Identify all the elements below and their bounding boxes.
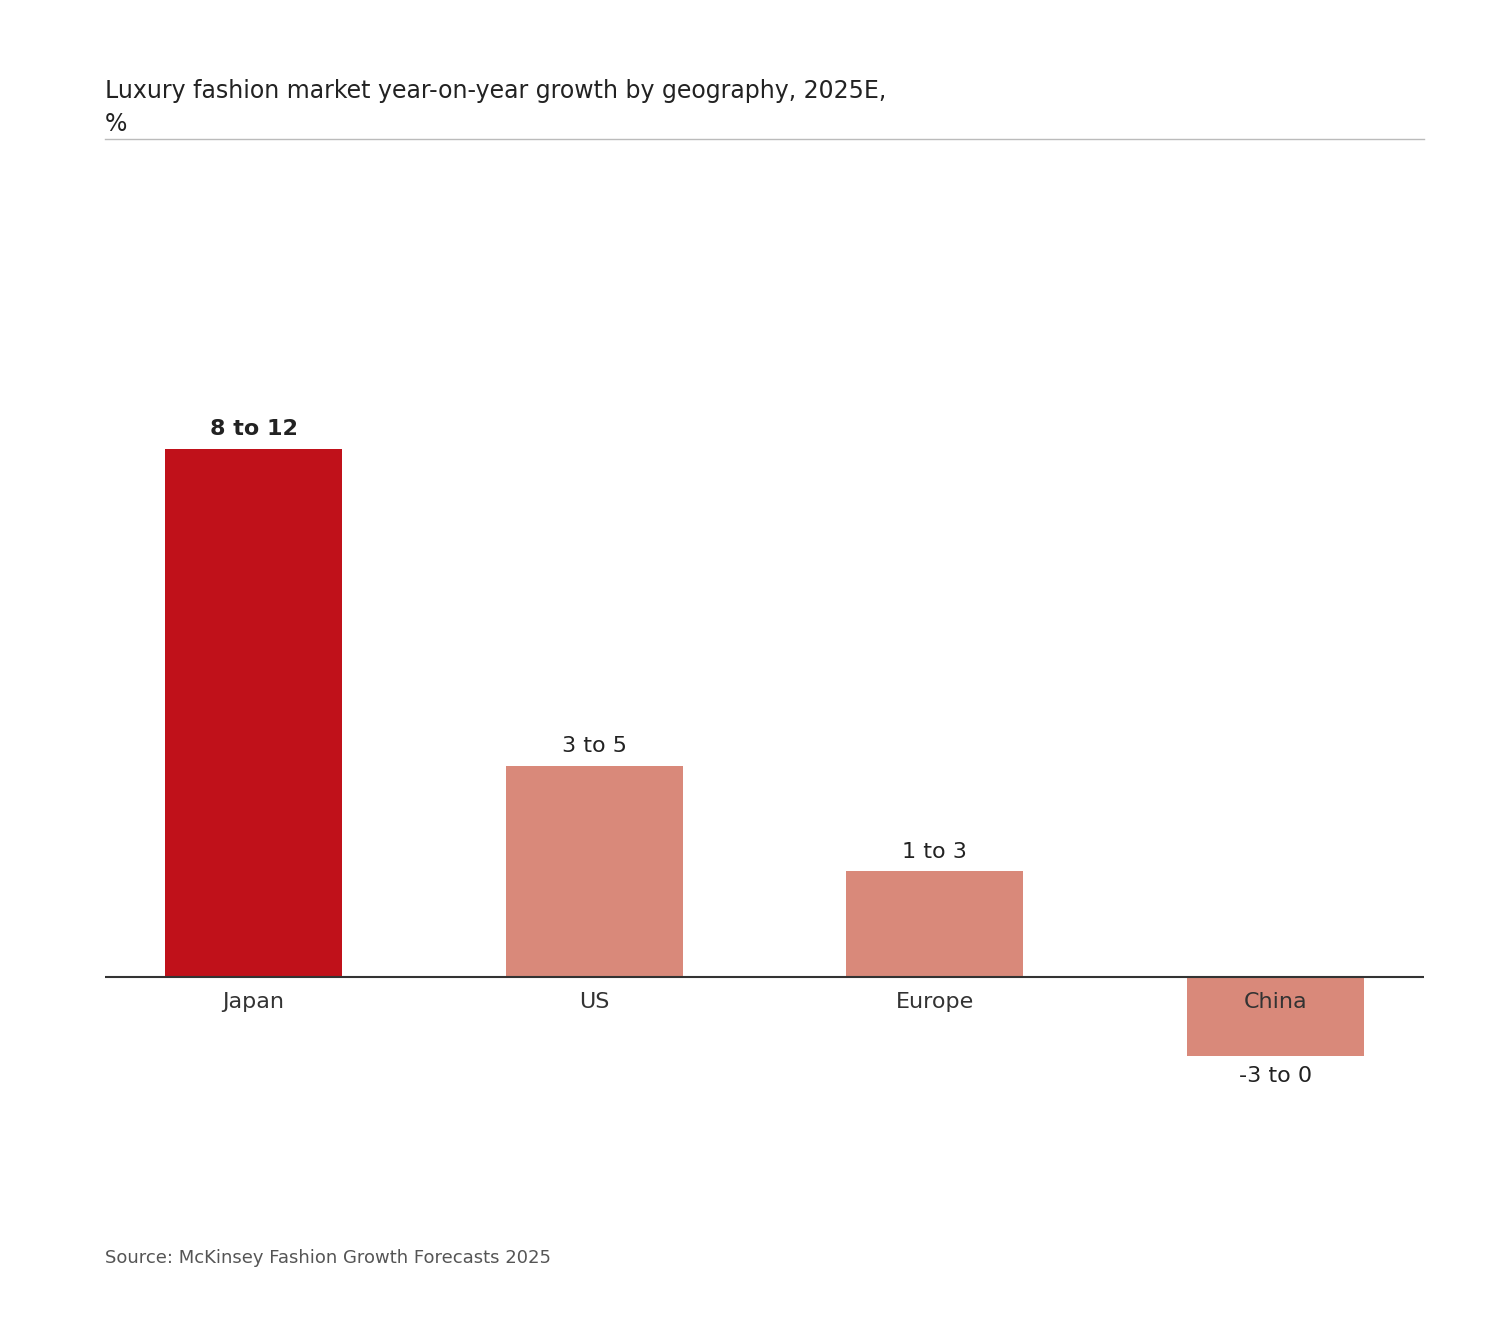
Text: 1 to 3: 1 to 3 (902, 842, 967, 862)
Text: Japan: Japan (222, 991, 285, 1012)
Bar (847, 871, 1024, 977)
Text: Europe: Europe (896, 991, 974, 1012)
Text: Luxury fashion market year-on-year growth by geography, 2025E,: Luxury fashion market year-on-year growt… (105, 79, 886, 103)
Bar (165, 449, 342, 977)
Text: -3 to 0: -3 to 0 (1240, 1065, 1312, 1085)
Text: %: % (105, 112, 127, 136)
Text: China: China (1244, 991, 1307, 1012)
Text: Source: McKinsey Fashion Growth Forecasts 2025: Source: McKinsey Fashion Growth Forecast… (105, 1249, 552, 1267)
Text: 8 to 12: 8 to 12 (210, 420, 297, 440)
Bar (1187, 977, 1364, 1056)
Text: US: US (579, 991, 609, 1012)
Bar (505, 766, 682, 977)
Text: 3 to 5: 3 to 5 (562, 737, 627, 756)
